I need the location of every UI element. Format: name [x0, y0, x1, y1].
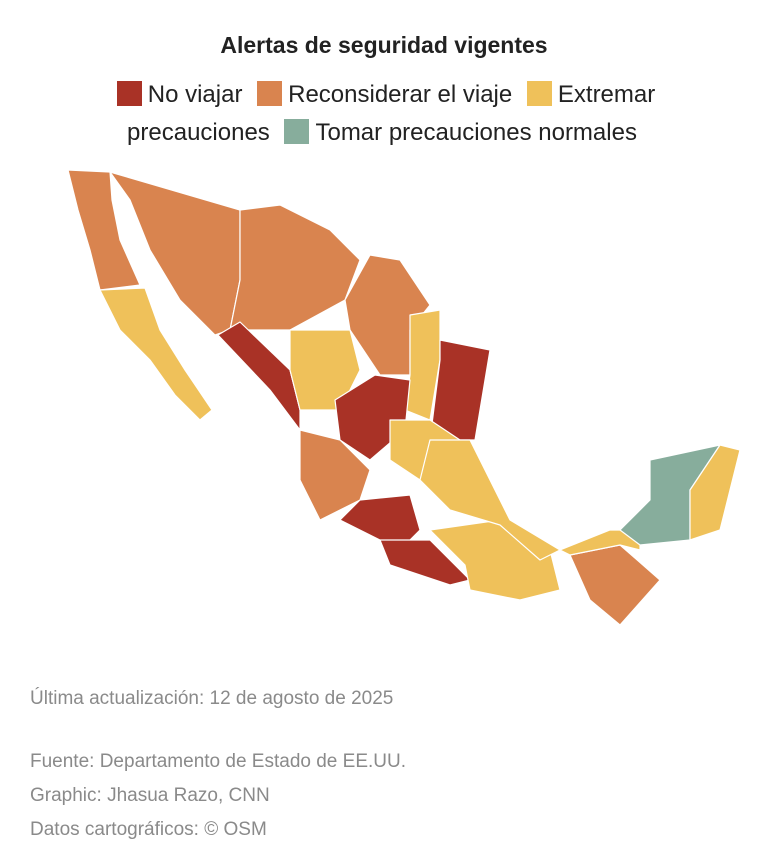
- legend-item: Reconsiderar el viaje: [257, 81, 512, 108]
- updated: Última actualización: 12 de agosto de 20…: [30, 688, 394, 709]
- legend-item: No viajar: [116, 81, 243, 108]
- source: Fuente: Departamento de Estado de EE.UU.: [30, 751, 406, 772]
- state: [379, 539, 471, 586]
- states: [67, 169, 741, 626]
- state: [419, 439, 561, 561]
- map-credit: Datos cartográficos: © OSM: [30, 819, 267, 840]
- legend-label: Tomar precauciones normales: [315, 119, 637, 146]
- title: Alertas de seguridad vigentes: [220, 32, 548, 58]
- state: [569, 544, 661, 626]
- state: [67, 169, 141, 291]
- legend-item: Extremar precauciones: [127, 81, 655, 146]
- state: [229, 204, 361, 331]
- credit: Graphic: Jhasua Razo, CNN: [30, 785, 270, 806]
- legend-swatch: [257, 81, 283, 106]
- state: [99, 287, 213, 421]
- legend-swatch: [284, 119, 310, 144]
- state: [559, 529, 641, 556]
- legend-swatch: [116, 81, 142, 106]
- legend: No viajar Reconsiderar el viaje Extremar…: [84, 76, 684, 152]
- state: [217, 321, 301, 431]
- legend-label: Reconsiderar el viaje: [288, 81, 513, 108]
- legend-label: Extremar precauciones: [127, 81, 656, 146]
- state: [689, 444, 741, 541]
- legend-item: Tomar precauciones normales: [284, 119, 637, 146]
- legend-label: No viajar: [147, 81, 243, 108]
- map: [67, 169, 741, 626]
- legend-swatch: [526, 81, 552, 106]
